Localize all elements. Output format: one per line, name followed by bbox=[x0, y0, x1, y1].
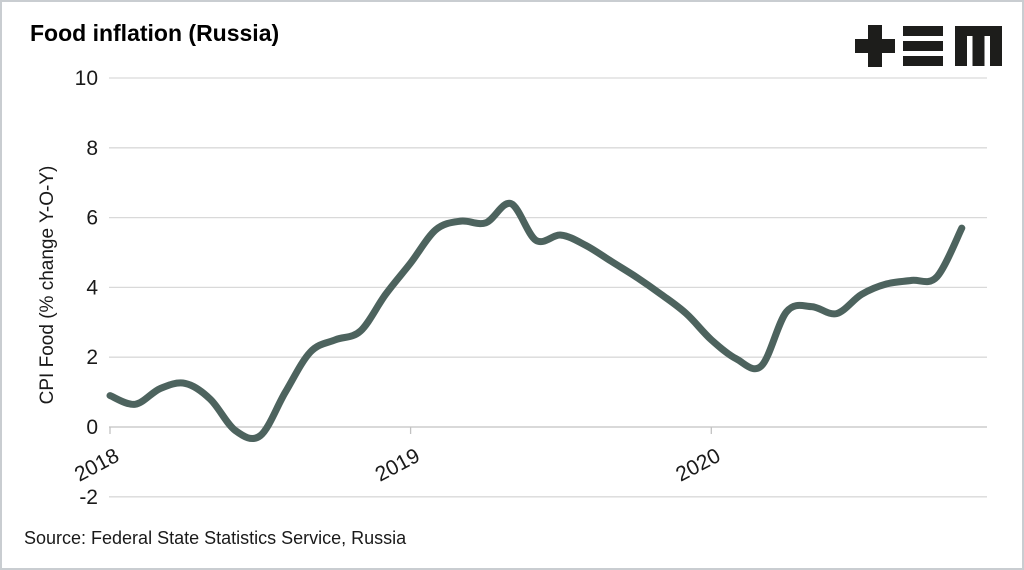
y-tick-label: 8 bbox=[86, 137, 98, 160]
logo-m-icon bbox=[955, 26, 1002, 66]
logo-plus-icon bbox=[855, 25, 895, 67]
x-year-label: 2019 bbox=[372, 444, 424, 486]
source-text: Source: Federal State Statistics Service… bbox=[24, 528, 407, 548]
y-tick-label: 0 bbox=[86, 416, 98, 439]
tem-logo bbox=[855, 25, 1002, 67]
y-tick-label: 2 bbox=[86, 346, 98, 369]
cpi-food-line bbox=[106, 199, 966, 442]
y-tick-label: 6 bbox=[86, 207, 98, 230]
y-tick-label: -2 bbox=[79, 486, 98, 509]
y-axis-title: CPI Food (% change Y-O-Y) bbox=[37, 165, 58, 405]
logo-triple-bar-icon bbox=[903, 26, 943, 66]
y-tick-label: 4 bbox=[86, 276, 98, 299]
x-year-label: 2020 bbox=[672, 444, 724, 486]
y-tick-label: 10 bbox=[75, 67, 98, 90]
x-year-label: 2018 bbox=[71, 444, 123, 486]
chart-title: Food inflation (Russia) bbox=[30, 20, 280, 46]
